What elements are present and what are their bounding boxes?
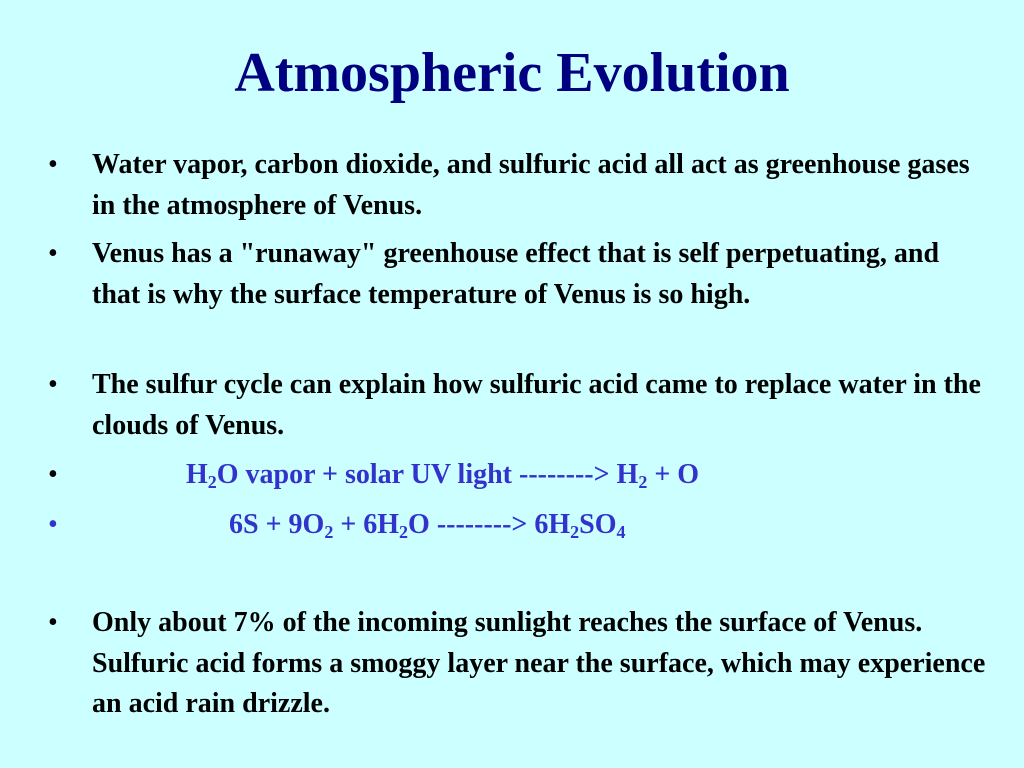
- bullet-item: • Water vapor, carbon dioxide, and sulfu…: [48, 145, 988, 226]
- bullet-item: • Venus has a "runaway" greenhouse effec…: [48, 234, 988, 315]
- bullet-icon: •: [48, 238, 58, 269]
- bullet-icon: •: [48, 509, 58, 540]
- equation-item: • 6S + 9O2 + 6H2O --------> 6H2SO4: [48, 505, 988, 546]
- bullet-icon: •: [48, 607, 58, 638]
- bullet-item: • Only about 7% of the incoming sunlight…: [48, 603, 988, 725]
- bullet-text: Only about 7% of the incoming sunlight r…: [92, 607, 986, 719]
- slide-title: Atmospheric Evolution: [234, 42, 790, 104]
- bullet-text: The sulfur cycle can explain how sulfuri…: [92, 369, 981, 441]
- bullet-text: Venus has a "runaway" greenhouse effect …: [92, 238, 940, 310]
- equation-sulfuric-acid: 6S + 9O2 + 6H2O --------> 6H2SO4: [229, 509, 626, 542]
- bullet-text: Water vapor, carbon dioxide, and sulfuri…: [92, 149, 970, 221]
- equation-item: • H2O vapor + solar UV light --------> H…: [48, 455, 988, 496]
- bullet-item: • The sulfur cycle can explain how sulfu…: [48, 365, 988, 446]
- equation-water-photolysis: H2O vapor + solar UV light --------> H2 …: [186, 459, 700, 492]
- bullet-icon: •: [48, 149, 58, 180]
- bullet-icon: •: [48, 369, 58, 400]
- bullet-icon: •: [48, 459, 58, 490]
